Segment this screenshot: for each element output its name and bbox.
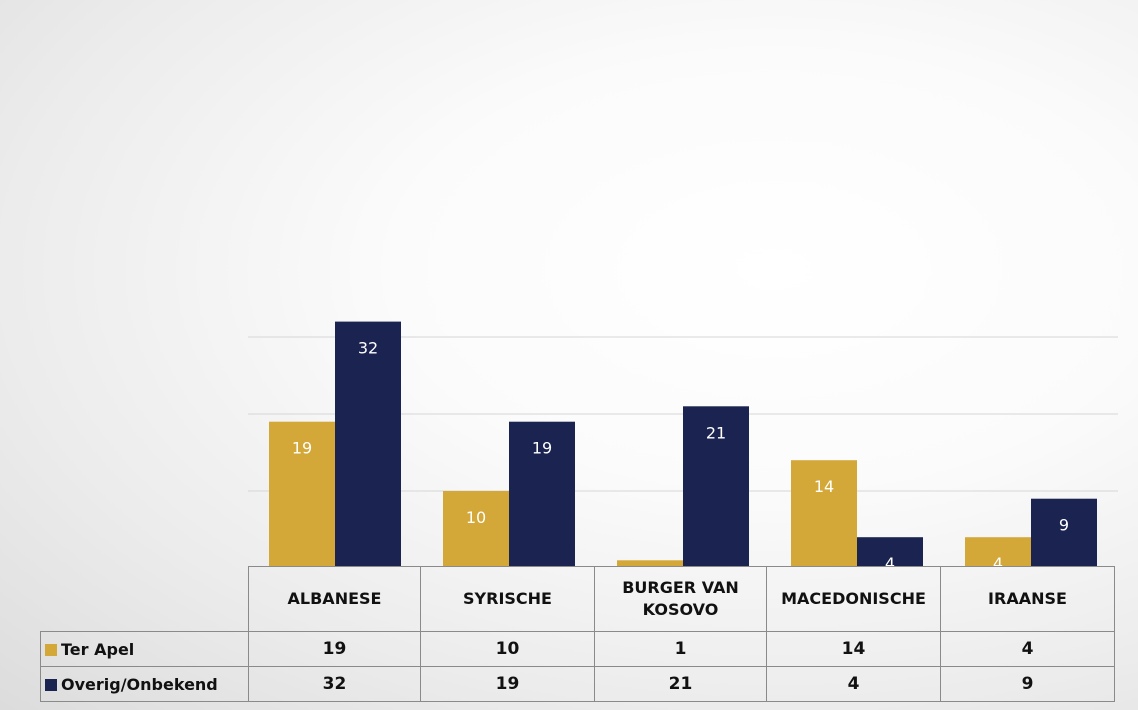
bar-overig-onbekend bbox=[683, 406, 749, 566]
table-corner bbox=[40, 566, 249, 632]
series-legend-overig: Overig/Onbekend bbox=[40, 666, 249, 702]
table-cell: 32 bbox=[248, 666, 421, 702]
table-cell: 4 bbox=[766, 666, 941, 702]
table-row-overig: Overig/Onbekend 32 19 21 4 9 bbox=[40, 666, 1115, 702]
data-label: 14 bbox=[814, 477, 834, 496]
data-label: 4 bbox=[993, 554, 1003, 566]
table-cell: 14 bbox=[766, 631, 941, 667]
series-label: Overig/Onbekend bbox=[61, 674, 218, 694]
table-cell: 1 bbox=[594, 631, 767, 667]
category-header: SYRISCHE bbox=[420, 566, 595, 632]
table-header-row: ALBANESE SYRISCHE BURGER VAN KOSOVO MACE… bbox=[40, 566, 1115, 632]
data-label: 32 bbox=[358, 339, 378, 358]
bar-ter-apel bbox=[269, 421, 335, 566]
bar-overig-onbekend bbox=[509, 421, 575, 566]
data-label: 19 bbox=[532, 439, 552, 458]
bar-overig-onbekend bbox=[857, 537, 923, 566]
table-cell: 19 bbox=[420, 666, 595, 702]
bar-overig-onbekend bbox=[1031, 498, 1097, 566]
category-header: BURGER VAN KOSOVO bbox=[594, 566, 767, 632]
category-header: MACEDONISCHE bbox=[766, 566, 941, 632]
table-cell: 4 bbox=[940, 631, 1115, 667]
bar-ter-apel bbox=[443, 491, 509, 566]
data-label: 21 bbox=[706, 423, 726, 442]
category-header: ALBANESE bbox=[248, 566, 421, 632]
table-cell: 10 bbox=[420, 631, 595, 667]
bar-overig-onbekend bbox=[335, 321, 401, 566]
data-table: ALBANESE SYRISCHE BURGER VAN KOSOVO MACE… bbox=[40, 566, 1115, 702]
legend-swatch bbox=[45, 643, 57, 656]
legend-swatch bbox=[45, 678, 57, 691]
category-header: IRAANSE bbox=[940, 566, 1115, 632]
table-cell: 19 bbox=[248, 631, 421, 667]
bar-ter-apel bbox=[791, 460, 857, 566]
data-label: 19 bbox=[292, 439, 312, 458]
table-row-ter-apel: Ter Apel 19 10 1 14 4 bbox=[40, 631, 1115, 667]
table-cell: 9 bbox=[940, 666, 1115, 702]
series-legend-ter-apel: Ter Apel bbox=[40, 631, 249, 667]
data-label: 10 bbox=[466, 508, 486, 527]
series-label: Ter Apel bbox=[61, 639, 135, 659]
table-cell: 21 bbox=[594, 666, 767, 702]
bar-chart: 1910114432192149 bbox=[248, 321, 1118, 566]
bar-ter-apel bbox=[965, 537, 1031, 566]
bar-ter-apel bbox=[617, 560, 683, 566]
data-label: 9 bbox=[1059, 516, 1069, 535]
data-label: 4 bbox=[885, 554, 895, 566]
